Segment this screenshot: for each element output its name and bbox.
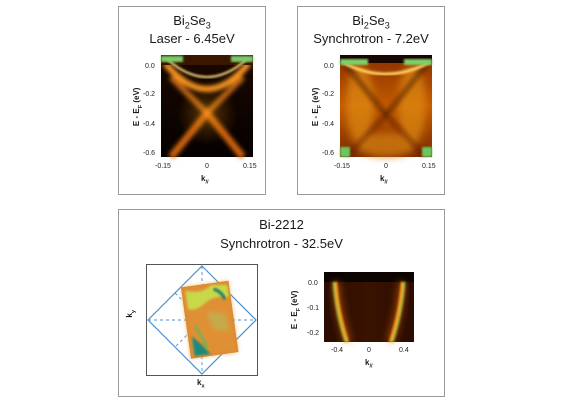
fs-y-axis-label: ky <box>125 310 137 318</box>
x-axis-label: k// <box>380 174 388 186</box>
ytick: 0.0 <box>308 280 318 287</box>
ytick: -0.2 <box>322 91 335 98</box>
ytick: -0.4 <box>143 121 156 128</box>
xtick: 0 <box>205 163 209 170</box>
ytick: 0.0 <box>324 63 334 70</box>
panel-bi2se3-synchrotron: Bi2Se3 Synchrotron - 7.2eV 0.0 -0.2 -0.4… <box>297 6 445 195</box>
panel-title: Bi2Se3 <box>352 13 390 31</box>
ytick: -0.4 <box>322 121 335 128</box>
xtick: 0 <box>384 163 388 170</box>
panel-bi2se3-laser: Bi2Se3 Laser - 6.45eV 0.0 -0.2 -0.4 -0.6… <box>118 6 266 195</box>
y-axis-label: E - EF (eV) <box>290 290 302 330</box>
arpes-image-laser <box>161 55 253 160</box>
panel-title: Bi-2212 <box>259 217 304 232</box>
y-axis-label: E - EF (eV) <box>311 87 323 127</box>
xtick: 0.15 <box>422 163 436 170</box>
fermi-surface-map <box>146 264 258 376</box>
panel-bi2212-synchrotron: Bi-2212 Synchrotron - 32.5eV ky kx <box>118 209 445 397</box>
ytick: 0.0 <box>145 63 155 70</box>
ytick: -0.6 <box>322 150 335 157</box>
ytick: -0.2 <box>143 91 156 98</box>
panel-subtitle: Synchrotron - 7.2eV <box>313 31 429 46</box>
arpes-image-synchrotron <box>340 55 432 157</box>
xtick: -0.15 <box>334 163 350 170</box>
ytick: -0.1 <box>307 305 320 312</box>
fs-x-axis-label: kx <box>197 378 205 390</box>
xtick: -0.4 <box>331 347 344 354</box>
y-axis-label: E - EF (eV) <box>132 87 144 127</box>
x-axis-label: k// <box>365 358 373 370</box>
panel-subtitle: Synchrotron - 32.5eV <box>220 236 343 251</box>
xtick: 0.4 <box>399 347 409 354</box>
x-axis-label: k// <box>201 174 209 186</box>
ytick: -0.6 <box>143 150 156 157</box>
xtick: 0 <box>367 347 371 354</box>
xtick: 0.15 <box>243 163 257 170</box>
xtick: -0.15 <box>155 163 171 170</box>
arpes-image-bi2212 <box>324 272 414 344</box>
ytick: -0.2 <box>307 330 320 337</box>
panel-title: Bi2Se3 <box>173 13 211 31</box>
panel-subtitle: Laser - 6.45eV <box>149 31 235 46</box>
